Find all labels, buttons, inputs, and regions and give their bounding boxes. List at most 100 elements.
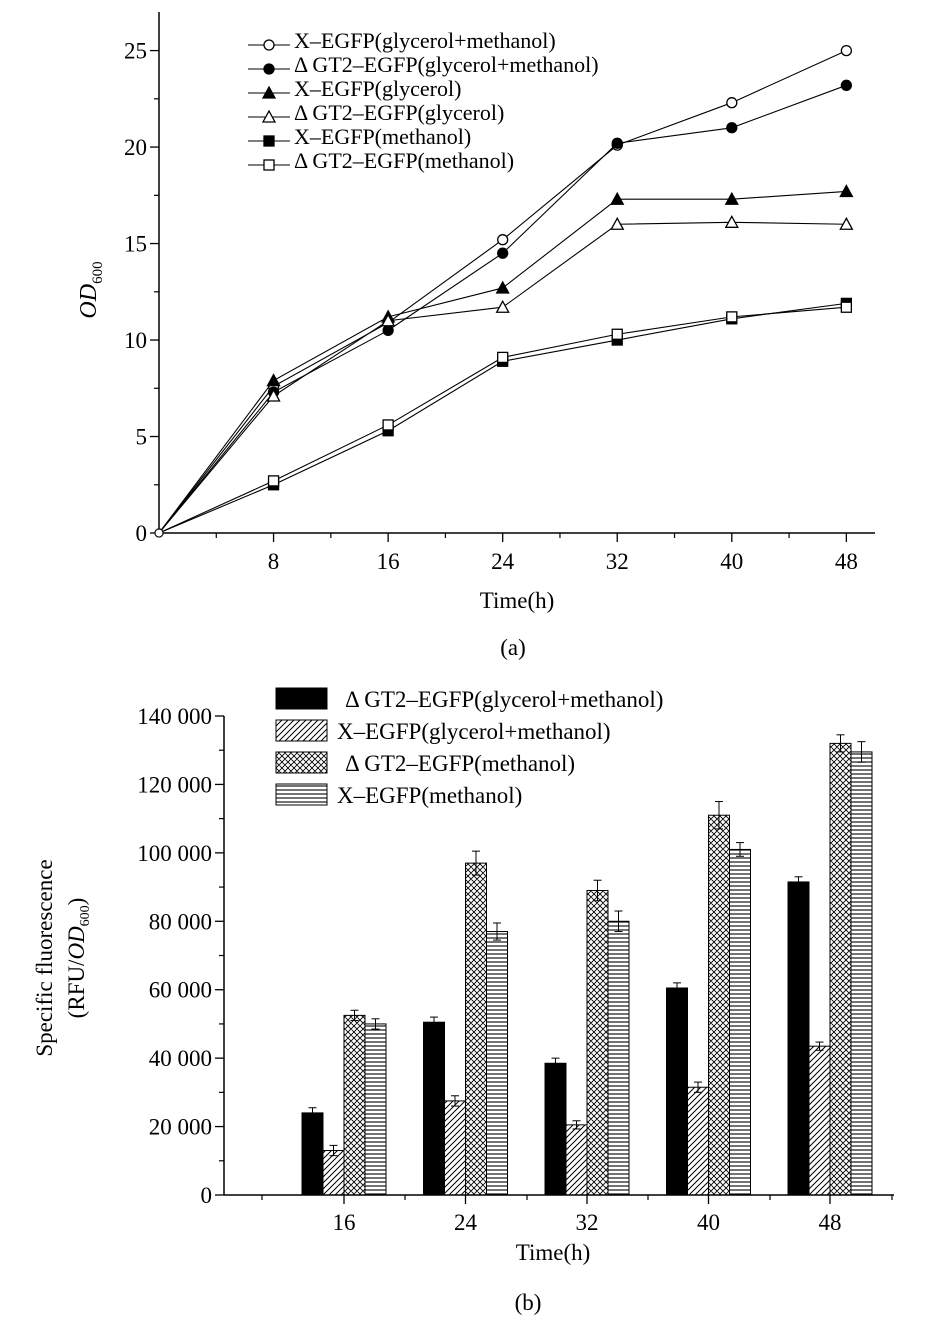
x-axis-label-a: Time(h)	[480, 588, 555, 613]
data-point	[611, 137, 623, 149]
bar-gt2-egfp-glycerol-methanol-40	[666, 987, 688, 1196]
data-point	[382, 324, 394, 337]
error-bar-x-egfp-methanol-24	[493, 922, 501, 941]
bar-chart-panel-b: 16 24 32 40 48 0 20 000 40 000 60 000 80 000 100 0…	[32, 687, 894, 1315]
legend-item-b-x-egfp-methanol: X–EGFP(methanol)	[275, 783, 522, 808]
data-point	[724, 191, 739, 205]
y-tick-label-b: 20 000	[149, 1115, 212, 1140]
legend-item-a-gt2-egfp-glycerol: Δ GT2–EGFP(glycerol)	[248, 100, 504, 125]
data-point	[839, 184, 854, 198]
y-tick-label-b: 60 000	[149, 978, 212, 1003]
y-axis-label-a: OD600	[76, 261, 106, 318]
data-point	[381, 313, 396, 327]
bar-gt2-egfp-methanol-24	[465, 862, 487, 1196]
series-x-egfp-methanol	[154, 297, 853, 538]
data-point	[840, 301, 853, 313]
legend-marker	[261, 85, 277, 99]
bar-gt2-egfp-glycerol-methanol-48	[787, 881, 810, 1196]
legend-label-b: X–EGFP(methanol)	[337, 783, 522, 808]
legend-item-a-x-egfp-methanol: X–EGFP(methanol)	[248, 124, 471, 149]
error-bar-gt2-egfp-methanol-16	[350, 1009, 359, 1022]
bar-x-egfp-methanol-32	[607, 920, 630, 1196]
y-tick-label-a: 10	[124, 328, 147, 353]
y-tick-label-a: 5	[136, 425, 148, 450]
x-tick-label-b: 32	[576, 1210, 599, 1235]
data-point	[497, 247, 509, 259]
y-tick-label-b: 80 000	[149, 909, 212, 934]
legend-marker	[263, 39, 275, 51]
line-chart-panel-a: 8 16 24 32 40 48 0 5 10 15 20 25 X–EGFP(glycerol+me…	[76, 12, 875, 660]
panel-label-a: (a)	[500, 635, 526, 660]
data-point	[154, 528, 164, 538]
error-bar-x-egfp-methanol-40	[736, 842, 744, 857]
legend-item-b-gt2-egfp-glycerol-methanol: Δ GT2–EGFP(glycerol+methanol)	[275, 687, 663, 712]
error-bar-x-egfp-glycerol-methanol-24	[451, 1095, 459, 1107]
legend-item-b-gt2-egfp-methanol: Δ GT2–EGFP(methanol)	[275, 751, 575, 776]
error-bar-gt2-egfp-glycerol-methanol-16	[308, 1107, 317, 1119]
data-point	[382, 419, 394, 431]
legend-label-a: Δ GT2–EGFP(glycerol+methanol)	[294, 52, 599, 77]
y-tick-label-b: 140 000	[137, 704, 212, 729]
legend-marker	[261, 109, 277, 123]
legend-item-a-x-egfp-glycerol: X–EGFP(glycerol)	[248, 76, 461, 101]
legend-label-a: X–EGFP(methanol)	[294, 124, 471, 149]
x-tick-label-a: 8	[268, 549, 280, 574]
bar-gt2-egfp-glycerol-methanol-32	[544, 1062, 567, 1196]
legend-item-a-gt2-egfp-methanol: Δ GT2–EGFP(methanol)	[248, 148, 514, 173]
x-tick-label-a: 24	[491, 549, 515, 574]
bar-x-egfp-glycerol-methanol-24	[444, 1100, 466, 1196]
legend-a: X–EGFP(glycerol+methanol)Δ GT2–EGFP(glyc…	[248, 28, 599, 173]
x-tick-label-b: 40	[697, 1210, 720, 1235]
bar-gt2-egfp-glycerol-methanol-16	[301, 1112, 324, 1196]
bar-gt2-egfp-methanol-48	[829, 742, 852, 1196]
data-point	[840, 79, 853, 91]
data-point	[610, 191, 625, 205]
bar-gt2-egfp-methanol-16	[343, 1014, 366, 1196]
data-point	[495, 299, 510, 313]
bar-x-egfp-methanol-48	[850, 751, 873, 1196]
x-tick-label-b: 16	[333, 1210, 356, 1235]
error-bar-x-egfp-methanol-48	[857, 741, 866, 763]
y-tick-label-a: 20	[124, 135, 147, 160]
legend-label-b: Δ GT2–EGFP(glycerol+methanol)	[345, 687, 663, 712]
legend-swatch	[275, 719, 328, 742]
legend-swatch	[275, 751, 328, 774]
data-point	[839, 216, 854, 230]
legend-swatch	[275, 687, 328, 710]
bar-x-egfp-glycerol-methanol-32	[565, 1124, 588, 1196]
error-bar-gt2-egfp-glycerol-methanol-32	[551, 1057, 560, 1069]
axes-b: 16 24 32 40 48 0 20 000 40 000 60 000 80 000 100 0…	[137, 704, 894, 1235]
bar-x-egfp-glycerol-methanol-40	[687, 1086, 709, 1196]
error-bar-x-egfp-glycerol-methanol-32	[572, 1120, 581, 1130]
x-tick-label-a: 40	[720, 549, 743, 574]
bar-x-egfp-glycerol-methanol-16	[322, 1150, 345, 1196]
y-tick-label-b: 40 000	[149, 1046, 212, 1071]
error-bar-x-egfp-methanol-32	[614, 910, 623, 933]
error-bar-gt2-egfp-methanol-48	[836, 734, 845, 753]
legend-item-a-x-egfp-glycerol-methanol: X–EGFP(glycerol+methanol)	[248, 28, 556, 53]
legend-marker	[263, 63, 275, 75]
y-tick-label-a: 15	[124, 232, 147, 257]
error-bar-x-egfp-glycerol-methanol-40	[694, 1081, 702, 1093]
x-tick-label-b: 24	[454, 1210, 478, 1235]
y-tick-label-a: 25	[124, 39, 147, 64]
data-point	[267, 475, 280, 487]
x-tick-label-a: 32	[606, 549, 629, 574]
legend-b: Δ GT2–EGFP(glycerol+methanol) X–EGFP(glyc…	[275, 687, 663, 808]
error-bar-x-egfp-glycerol-methanol-48	[815, 1041, 824, 1051]
series-gt2-egfp-methanol	[154, 301, 853, 538]
bar-x-egfp-glycerol-methanol-48	[808, 1045, 831, 1196]
error-bar-gt2-egfp-methanol-24	[472, 850, 480, 876]
x-tick-label-a: 16	[377, 549, 400, 574]
data-point	[497, 351, 509, 364]
y-tick-label-a: 0	[136, 521, 148, 546]
y-tick-label-b: 100 000	[137, 841, 212, 866]
data-point	[497, 234, 509, 246]
data-point	[266, 373, 281, 387]
legend-label-a: Δ GT2–EGFP(glycerol)	[294, 100, 504, 125]
series-line	[158, 302, 847, 534]
error-bar-x-egfp-glycerol-methanol-16	[329, 1144, 338, 1157]
data-point	[495, 280, 510, 294]
error-bar-gt2-egfp-methanol-40	[715, 801, 723, 830]
